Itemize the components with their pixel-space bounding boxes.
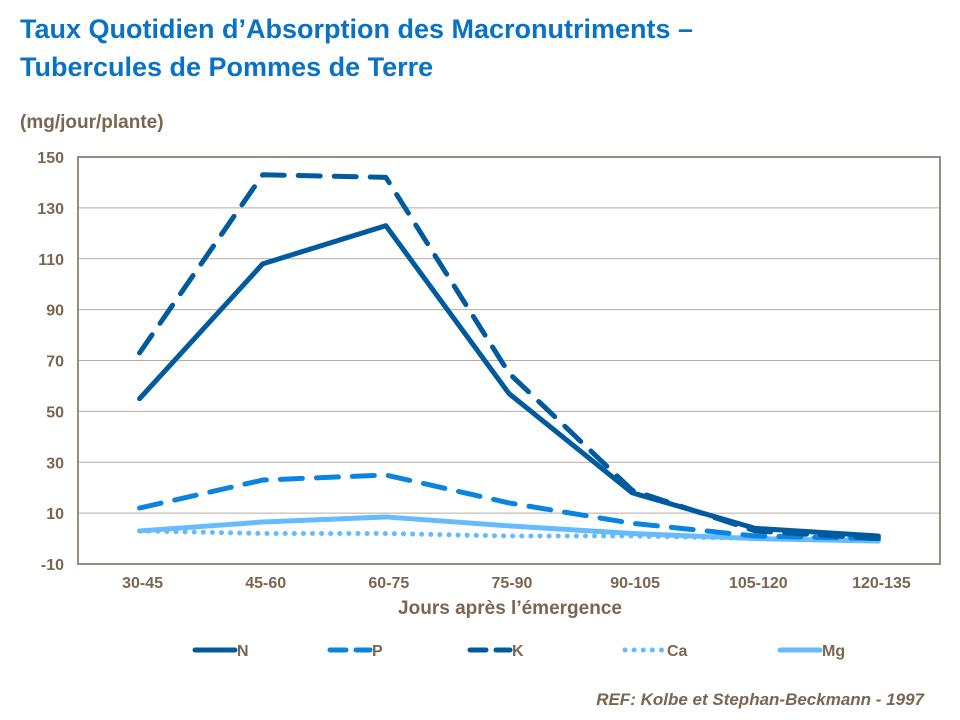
y-tick-label: 90 [46, 303, 64, 320]
x-tick-label: 90-105 [610, 575, 660, 592]
legend-label-k: K [512, 643, 524, 660]
y-tick-label: 10 [46, 506, 64, 523]
series-line-n [137, 223, 881, 539]
y-tick-label: 70 [46, 354, 64, 371]
x-tick-label: 105-120 [729, 575, 788, 592]
series-line-k [137, 172, 881, 542]
y-tick-label: 30 [46, 455, 64, 472]
x-tick-label: 75-90 [492, 575, 533, 592]
x-axis-label: Jours après l’émergence [398, 598, 622, 619]
y-tick-label: 50 [46, 404, 64, 421]
plot-frame [77, 156, 941, 565]
title-line-1: Taux Quotidien d’Absorption des Macronut… [20, 14, 694, 44]
y-tick-label: -10 [41, 557, 64, 574]
title-line-2: Tubercules de Pommes de Terre [20, 52, 434, 82]
y-tick-label: 110 [38, 252, 64, 269]
legend-label-p: P [372, 643, 383, 660]
legend-label-ca: Ca [667, 643, 688, 660]
x-tick-label: 45-60 [245, 575, 286, 592]
legend-label-mg: Mg [822, 643, 845, 660]
x-tick-label: 60-75 [368, 575, 409, 592]
x-tick-label: 30-45 [122, 575, 163, 592]
series-line-p [137, 472, 881, 542]
legend-label-n: N [237, 643, 249, 660]
y-tick-label: 150 [37, 150, 64, 167]
x-tick-label: 120-135 [852, 575, 911, 592]
reference-note: REF: Kolbe et Stephan-Beckmann - 1997 [596, 690, 924, 709]
y-axis-label: (mg/jour/plante) [20, 112, 164, 133]
y-tick-label: 130 [37, 201, 64, 218]
chart-title: Taux Quotidien d’Absorption des Macronut… [20, 10, 693, 86]
series-line-mg [137, 514, 881, 544]
